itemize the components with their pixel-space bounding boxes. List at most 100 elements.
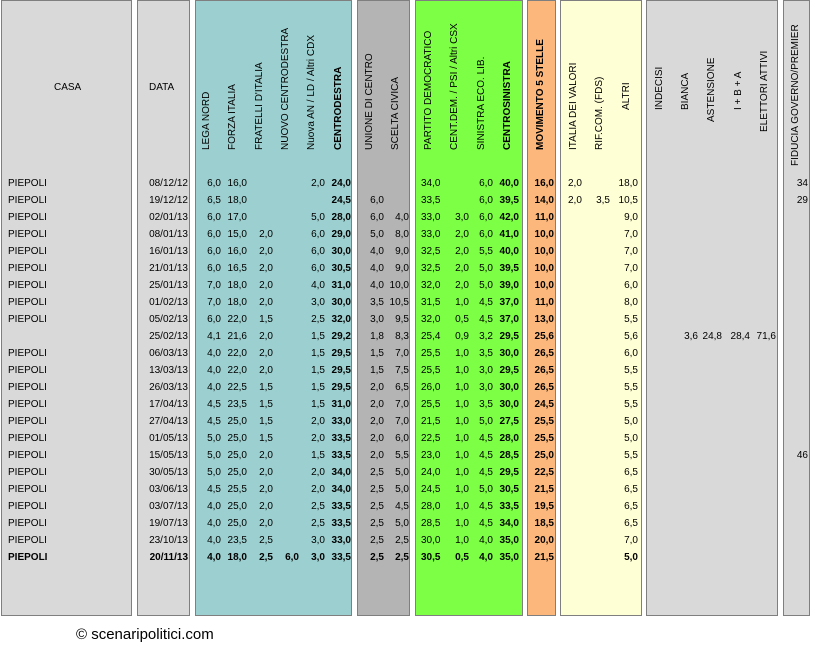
cell-udc: 6,0 [370, 195, 384, 206]
cell-csx: 29,5 [499, 365, 519, 376]
cell-nan: 3,0 [311, 552, 325, 563]
header-pd: PARTITO DEMOCRATICO [423, 30, 434, 150]
cell-altri: 6,5 [624, 484, 638, 495]
cell-pd: 30,0 [421, 535, 441, 546]
cell-sc: 4,0 [395, 212, 409, 223]
cell-udc: 2,5 [370, 467, 384, 478]
cell-fi: 18,0 [227, 195, 247, 206]
cell-ln: 6,0 [207, 246, 221, 257]
cell-casa: PIEPOLI [8, 450, 47, 461]
cell-sc: 8,0 [395, 229, 409, 240]
cell-sc: 6,0 [395, 433, 409, 444]
header-sel: SINISTRA ECO. LIB. [476, 56, 487, 150]
cell-casa: PIEPOLI [8, 314, 47, 325]
cell-nan: 1,5 [311, 399, 325, 410]
cell-altri: 7,0 [624, 263, 638, 274]
cell-cdx: 33,5 [331, 501, 351, 512]
cell-fdi: 2,0 [259, 280, 273, 291]
cell-casa: PIEPOLI [8, 518, 47, 529]
cell-idv: 2,0 [568, 195, 582, 206]
cell-fi: 16,0 [227, 246, 247, 257]
cell-cdm: 2,0 [455, 263, 469, 274]
header-nuova-an: Nuova AN / LD / Altri CDX [306, 34, 317, 150]
cell-sel: 4,5 [479, 450, 493, 461]
cell-pd: 28,5 [421, 518, 441, 529]
cell-sel: 4,5 [479, 518, 493, 529]
cell-udc: 1,5 [370, 365, 384, 376]
cell-pd: 25,4 [421, 331, 441, 342]
cell-ln: 7,0 [207, 297, 221, 308]
cell-ln: 4,0 [207, 518, 221, 529]
cell-altri: 10,5 [618, 195, 638, 206]
cell-fdi: 2,0 [259, 246, 273, 257]
cell-fdi: 2,0 [259, 518, 273, 529]
cell-pd: 25,5 [421, 365, 441, 376]
cell-sel: 3,5 [479, 348, 493, 359]
cell-altri: 7,0 [624, 535, 638, 546]
cell-cdx: 33,0 [331, 416, 351, 427]
cell-altri: 5,5 [624, 314, 638, 325]
band-fiducia [783, 0, 810, 616]
cell-fi: 25,0 [227, 501, 247, 512]
cell-pd: 25,5 [421, 399, 441, 410]
cell-casa: PIEPOLI [8, 280, 47, 291]
cell-pd: 32,5 [421, 263, 441, 274]
cell-altri: 6,0 [624, 280, 638, 291]
cell-sel: 6,0 [479, 195, 493, 206]
cell-pd: 24,0 [421, 467, 441, 478]
header-bianca: BIANCA [680, 72, 691, 110]
band-altri [560, 0, 642, 616]
cell-ea: 71,6 [756, 331, 776, 342]
cell-m5s: 21,5 [534, 484, 554, 495]
cell-fdi: 2,0 [259, 365, 273, 376]
cell-udc: 2,0 [370, 382, 384, 393]
band-m5s [527, 0, 556, 616]
cell-fdi: 2,0 [259, 501, 273, 512]
header-elettori-attivi: ELETTORI ATTIVI [759, 50, 770, 132]
cell-pd: 34,0 [421, 178, 441, 189]
cell-udc: 5,0 [370, 229, 384, 240]
cell-altri: 5,0 [624, 416, 638, 427]
cell-sc: 6,5 [395, 382, 409, 393]
cell-ln: 4,0 [207, 382, 221, 393]
cell-csx: 37,0 [499, 314, 519, 325]
band-casa [1, 0, 132, 616]
cell-fi: 17,0 [227, 212, 247, 223]
cell-data: 17/04/13 [149, 399, 188, 410]
cell-fi: 25,0 [227, 467, 247, 478]
cell-sc: 2,5 [395, 552, 409, 563]
cell-nan: 2,0 [311, 467, 325, 478]
cell-data: 08/12/12 [149, 178, 188, 189]
cell-nan: 6,0 [311, 263, 325, 274]
cell-fdi: 2,0 [259, 348, 273, 359]
cell-cdx: 30,0 [331, 297, 351, 308]
band-centrosinistra [415, 0, 523, 616]
cell-nan: 5,0 [311, 212, 325, 223]
cell-m5s: 10,0 [534, 229, 554, 240]
cell-ln: 6,0 [207, 229, 221, 240]
cell-m5s: 11,0 [535, 297, 554, 308]
cell-casa: PIEPOLI [8, 416, 47, 427]
cell-casa: PIEPOLI [8, 297, 47, 308]
cell-sel: 4,5 [479, 314, 493, 325]
cell-m5s: 10,0 [534, 246, 554, 257]
footer-credit: © scenaripolitici.com [76, 626, 214, 643]
cell-casa: PIEPOLI [8, 467, 47, 478]
cell-cdx: 33,5 [331, 518, 351, 529]
cell-fi: 18,0 [227, 552, 247, 563]
cell-csx: 30,0 [499, 382, 519, 393]
header-centrosinistra: CENTROSINISTRA [502, 61, 513, 150]
cell-udc: 2,5 [370, 484, 384, 495]
cell-sel: 4,5 [479, 433, 493, 444]
cell-csx: 34,0 [499, 518, 519, 529]
header-fiducia: FIDUCIA GOVERNO/PREMIER [790, 24, 801, 166]
cell-ln: 6,5 [207, 195, 221, 206]
cell-altri: 6,5 [624, 467, 638, 478]
cell-data: 25/02/13 [149, 331, 188, 342]
cell-data: 20/11/13 [149, 552, 188, 563]
cell-cdx: 24,5 [331, 195, 351, 206]
cell-cdx: 24,0 [331, 178, 351, 189]
cell-ln: 4,0 [207, 365, 221, 376]
header-data: DATA [149, 82, 175, 93]
cell-ln: 4,0 [207, 348, 221, 359]
